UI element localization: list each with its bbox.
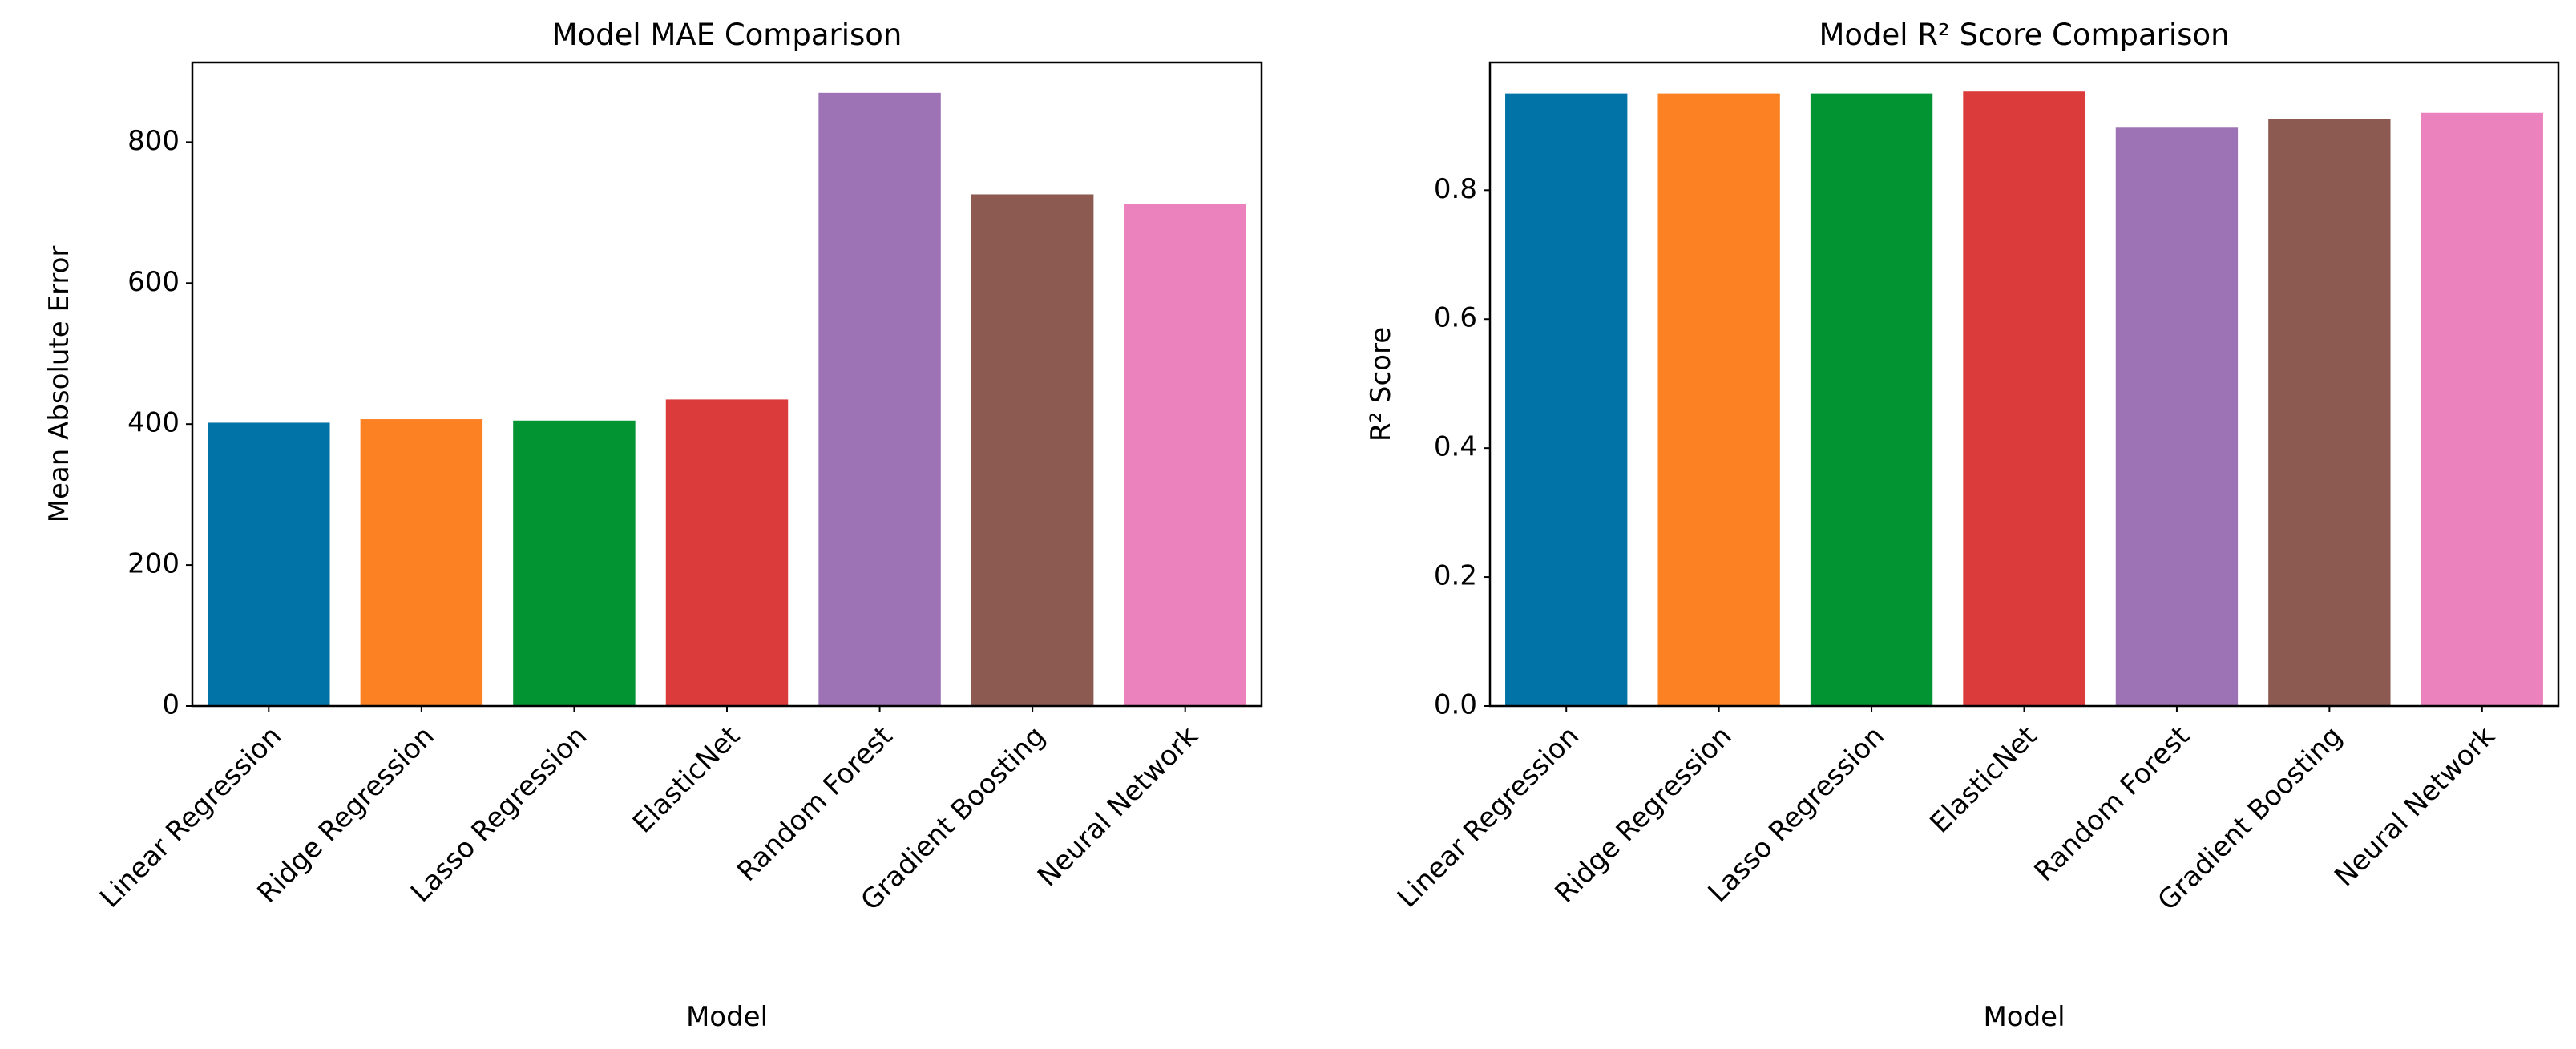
bar: [818, 92, 941, 706]
bar: [360, 419, 483, 706]
y-axis-label: Mean Absolute Error: [43, 246, 75, 523]
chart-title: Model R² Score Comparison: [1819, 18, 2229, 52]
y-axis-label: R² Score: [1365, 327, 1397, 442]
bar: [1963, 91, 2085, 707]
bar: [1505, 93, 1628, 707]
y-tick-label: 0: [162, 689, 180, 721]
x-tick-label: ElasticNet: [627, 720, 746, 840]
bar: [665, 399, 789, 706]
bar: [1810, 93, 1933, 707]
bar: [1657, 93, 1780, 707]
y-tick-label: 200: [127, 548, 180, 580]
bar: [2115, 127, 2239, 707]
bar: [2421, 112, 2543, 706]
y-tick-label: 400: [127, 407, 180, 439]
y-tick-label: 600: [127, 266, 180, 298]
y-tick-label: 0.8: [1434, 173, 1477, 205]
y-tick-label: 0.6: [1434, 302, 1477, 334]
x-tick-label: ElasticNet: [1924, 720, 2043, 840]
axes-frame: [191, 61, 1263, 708]
chart-title: Model MAE Comparison: [552, 18, 902, 52]
bar: [1124, 204, 1246, 706]
bar: [513, 420, 636, 706]
x-axis-label: Model: [686, 1001, 768, 1033]
bar: [208, 422, 330, 706]
x-tick-label: Neural Network: [2328, 720, 2501, 893]
x-tick-label: Random Forest: [731, 720, 898, 888]
x-axis-label: Model: [1983, 1001, 2065, 1033]
axes-frame: [1488, 61, 2560, 708]
bar: [971, 194, 1094, 707]
y-tick-label: 0.0: [1434, 689, 1477, 721]
y-tick-label: 0.2: [1434, 560, 1477, 592]
y-tick-label: 0.4: [1434, 431, 1477, 463]
bar: [2268, 119, 2391, 707]
x-tick-label: Random Forest: [2029, 720, 2196, 888]
x-tick-label: Neural Network: [1032, 720, 1205, 893]
y-tick-label: 800: [127, 125, 180, 157]
